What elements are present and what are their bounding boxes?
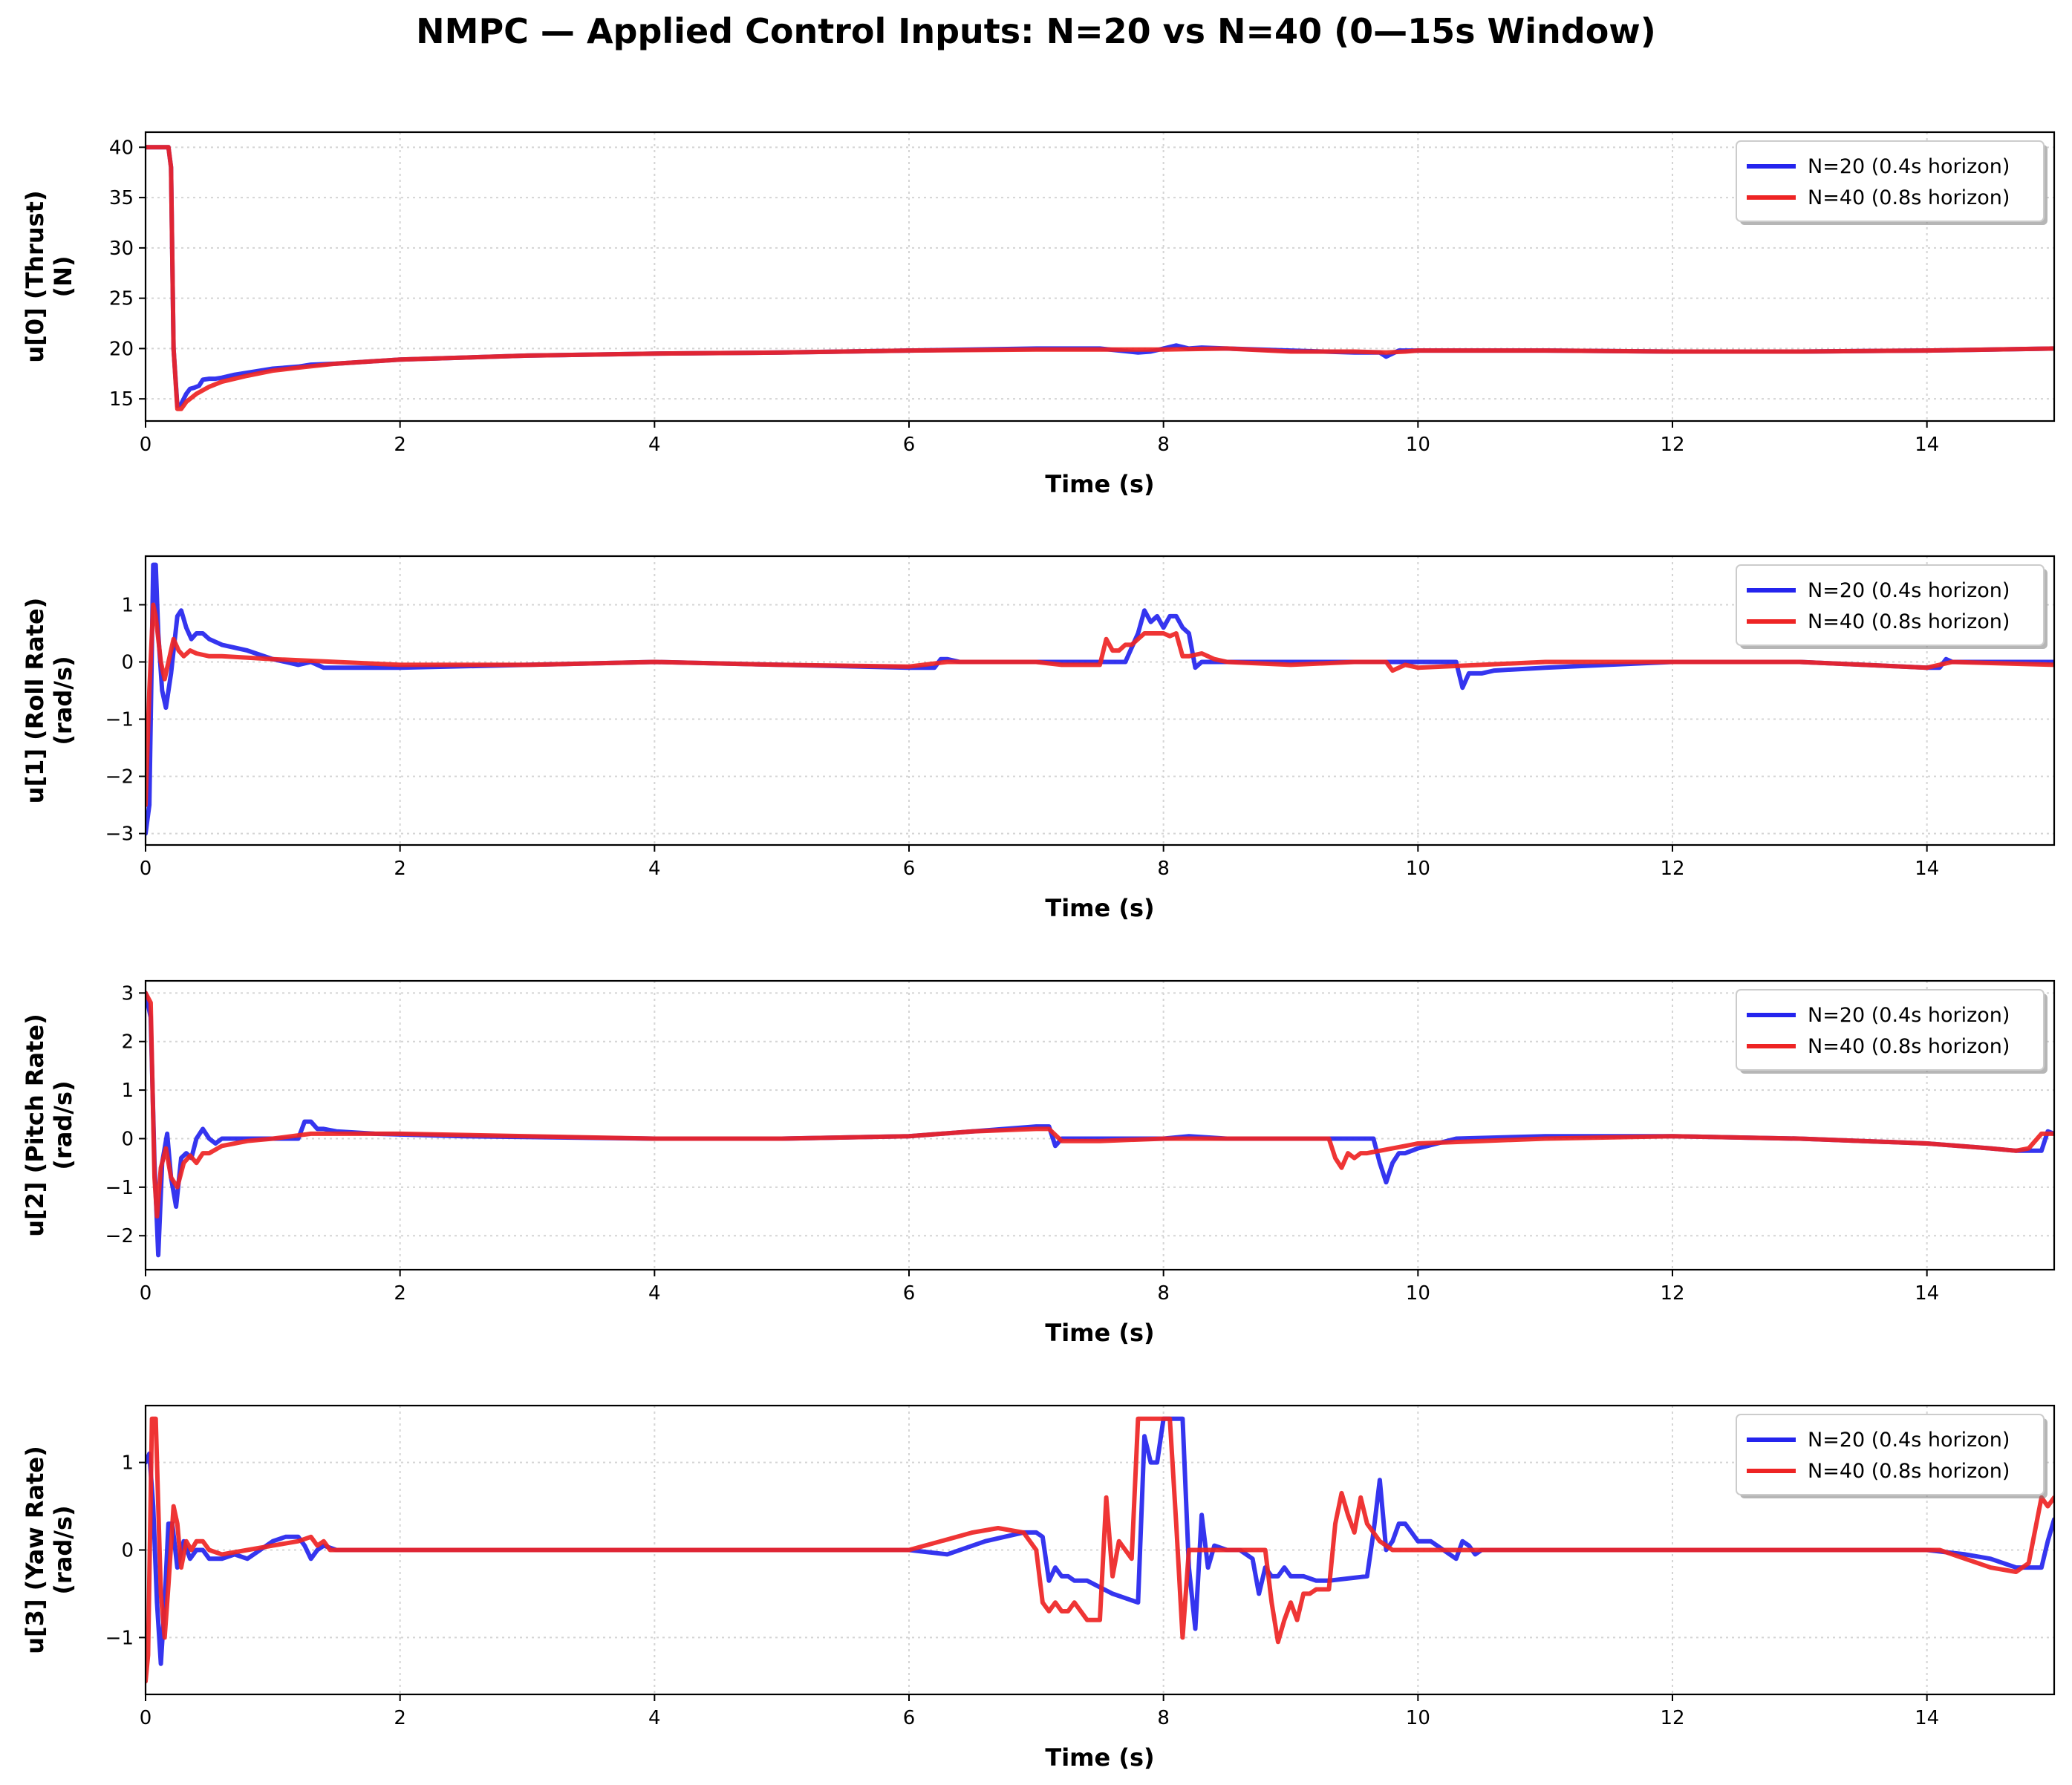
x-tick-label: 6 <box>903 434 916 456</box>
y-axis-label-line: u[3] (Yaw Rate) <box>21 1446 49 1654</box>
y-axis-label-line: (rad/s) <box>49 1080 77 1169</box>
x-tick-label: 2 <box>394 1707 406 1729</box>
axes-frame <box>144 979 2056 1271</box>
y-tick-label: −3 <box>105 823 134 846</box>
x-tick-label: 8 <box>1157 1707 1170 1729</box>
series-group <box>146 1416 2054 1684</box>
x-tick-label: 6 <box>903 858 916 880</box>
legend-box <box>1736 989 2045 1071</box>
x-tick-label: 12 <box>1660 434 1684 456</box>
x-tick-label: 8 <box>1157 1282 1170 1305</box>
x-tick-label: 4 <box>648 858 661 880</box>
y-axis-label: u[0] (Thrust)(N) <box>21 190 77 362</box>
x-tick-label: 14 <box>1915 1282 1939 1305</box>
x-tick-label: 2 <box>394 434 406 456</box>
x-tick-label: 0 <box>140 858 152 880</box>
y-tick-label: 1 <box>121 1452 134 1475</box>
x-tick-label: 2 <box>394 858 406 880</box>
y-tick-label: −1 <box>105 709 134 731</box>
legend-entry-label: N=20 (0.4s horizon) <box>1808 579 2010 602</box>
x-tick-label: 0 <box>140 1707 152 1729</box>
y-axis-label: u[3] (Yaw Rate)(rad/s) <box>21 1446 77 1654</box>
x-tick-label: 10 <box>1406 434 1430 456</box>
subplot-3: 0 2 4 6 8 10 12 14 −1 0 1 Time (s) u[3] (Yaw Rate)(r… <box>21 1404 2056 1772</box>
series-line-n40 <box>146 602 2054 808</box>
axes-frame <box>144 555 2056 846</box>
y-tick-label: 40 <box>109 137 134 159</box>
y-axis-label-line: u[1] (Roll Rate) <box>21 598 49 804</box>
y-tick-label: 0 <box>121 1128 134 1150</box>
x-tick-label: 2 <box>394 1282 406 1305</box>
x-tick-label: 4 <box>648 434 661 456</box>
legend-box <box>1736 140 2045 222</box>
y-tick-label: 1 <box>121 594 134 616</box>
x-axis-label: Time (s) <box>1045 470 1154 498</box>
legend-box <box>1736 564 2045 646</box>
x-tick-label: 0 <box>140 1282 152 1305</box>
legend-entry-label: N=20 (0.4s horizon) <box>1808 1429 2010 1452</box>
y-tick-label: 0 <box>121 652 134 674</box>
y-tick-label: 1 <box>121 1080 134 1102</box>
y-axis-label: u[2] (Pitch Rate)(rad/s) <box>21 1014 77 1237</box>
legend-entry-label: N=20 (0.4s horizon) <box>1808 1004 2010 1027</box>
x-tick-label: 0 <box>140 434 152 456</box>
x-tick-label: 4 <box>648 1707 661 1729</box>
x-tick-label: 12 <box>1660 858 1684 880</box>
x-tick-label: 8 <box>1157 434 1170 456</box>
y-tick-label: −2 <box>105 766 134 789</box>
x-tick-label: 12 <box>1660 1282 1684 1305</box>
series-group <box>146 562 2054 836</box>
y-tick-label: 2 <box>121 1031 134 1054</box>
series-line-n40 <box>146 1416 2054 1684</box>
y-tick-label: 30 <box>109 238 134 260</box>
x-axis-label: Time (s) <box>1045 894 1154 922</box>
y-axis-label-line: u[2] (Pitch Rate) <box>21 1014 49 1237</box>
y-axis-label-line: (N) <box>49 255 77 297</box>
y-tick-label: −1 <box>105 1627 134 1649</box>
y-tick-label: −1 <box>105 1177 134 1199</box>
x-tick-label: 14 <box>1915 1707 1939 1729</box>
y-axis-label: u[1] (Roll Rate)(rad/s) <box>21 598 77 804</box>
x-tick-label: 10 <box>1406 1282 1430 1305</box>
x-tick-label: 14 <box>1915 434 1939 456</box>
x-tick-label: 10 <box>1406 1707 1430 1729</box>
y-tick-label: 15 <box>109 388 134 411</box>
y-axis-label-line: (rad/s) <box>49 656 77 745</box>
y-tick-label: 25 <box>109 288 134 310</box>
legend-entry-label: N=40 (0.8s horizon) <box>1808 1035 2010 1058</box>
x-tick-label: 12 <box>1660 1707 1684 1729</box>
x-tick-label: 6 <box>903 1707 916 1729</box>
y-tick-label: 35 <box>109 187 134 209</box>
y-tick-label: 3 <box>121 982 134 1005</box>
legend-entry-label: N=40 (0.8s horizon) <box>1808 186 2010 209</box>
x-tick-label: 8 <box>1157 858 1170 880</box>
subplot-1: 0 2 4 6 8 10 12 14 −3 −2 −1 0 1 Time (s) u[1] (Roll Ra… <box>21 555 2056 922</box>
series-group <box>146 991 2054 1258</box>
y-axis-label-line: u[0] (Thrust) <box>21 190 49 362</box>
x-tick-label: 10 <box>1406 858 1430 880</box>
x-tick-label: 14 <box>1915 858 1939 880</box>
legend-box <box>1736 1414 2045 1495</box>
legend-entry-label: N=40 (0.8s horizon) <box>1808 1460 2010 1483</box>
series-line-n40 <box>146 991 2054 1219</box>
x-axis-label: Time (s) <box>1045 1319 1154 1347</box>
subplot-0: 0 2 4 6 8 10 12 14 15 20 25 30 35 40 Time (s) u[0] (Thr… <box>21 131 2056 498</box>
axes-frame <box>144 131 2056 422</box>
figure-title: NMPC — Applied Control Inputs: N=20 vs N… <box>416 11 1656 51</box>
series-group <box>146 145 2054 411</box>
x-tick-label: 6 <box>903 1282 916 1305</box>
legend-entry-label: N=20 (0.4s horizon) <box>1808 155 2010 178</box>
y-tick-label: 0 <box>121 1540 134 1562</box>
legend-entry-label: N=40 (0.8s horizon) <box>1808 610 2010 633</box>
y-tick-label: −2 <box>105 1225 134 1247</box>
y-tick-label: 20 <box>109 338 134 360</box>
series-line-n40 <box>146 145 2054 411</box>
series-line-n20 <box>146 1416 2054 1666</box>
x-axis-label: Time (s) <box>1045 1743 1154 1772</box>
x-tick-label: 4 <box>648 1282 661 1305</box>
y-axis-label-line: (rad/s) <box>49 1505 77 1594</box>
